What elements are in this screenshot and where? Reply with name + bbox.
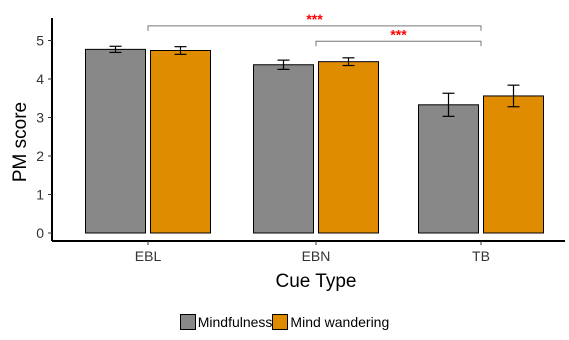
x-tick-label-2: TB [472,248,490,264]
chart-marks: 0 1 2 3 4 5 EBL EBN TB *** *** [36,11,565,264]
y-tick-label-3: 3 [36,110,44,126]
y-tick-label-1: 1 [36,187,44,203]
legend-label-mind-wandering: Mind wandering [290,314,390,330]
x-axis-title: Cue Type [276,271,357,292]
legend-key-mind-wandering [272,314,289,330]
bar-mind-wandering-tb [483,95,544,234]
x-tick-label-1: EBN [302,248,331,264]
x-tick-label-0: EBL [135,248,162,264]
bar-mindfulness-ebl [85,48,146,234]
legend-item-mind-wandering: Mind wandering [272,314,389,330]
bar-chart: 0 1 2 3 4 5 EBL EBN TB *** *** Cue Type PM score [10,11,565,292]
legend-key-mindfulness [179,314,196,330]
y-tick-label-5: 5 [36,33,44,49]
bar-mind-wandering-ebl [150,50,211,234]
y-tick-label-2: 2 [36,148,44,164]
y-tick-label-4: 4 [36,71,44,87]
significance-label-0: *** [306,11,323,27]
bar-mind-wandering-ebn [318,61,379,234]
legend-item-mindfulness: Mindfulness [179,314,273,330]
significance-bracket-1 [315,40,482,47]
legend-label-mindfulness: Mindfulness [197,314,273,330]
y-axis-title: PM score [10,102,31,182]
bar-mindfulness-ebn [253,64,314,234]
bar-mindfulness-tb [418,104,479,234]
legend: Mindfulness Mind wandering [0,314,569,330]
significance-label-1: *** [390,26,407,42]
y-tick-label-0: 0 [36,225,44,241]
significance-bracket-0 [147,25,482,31]
